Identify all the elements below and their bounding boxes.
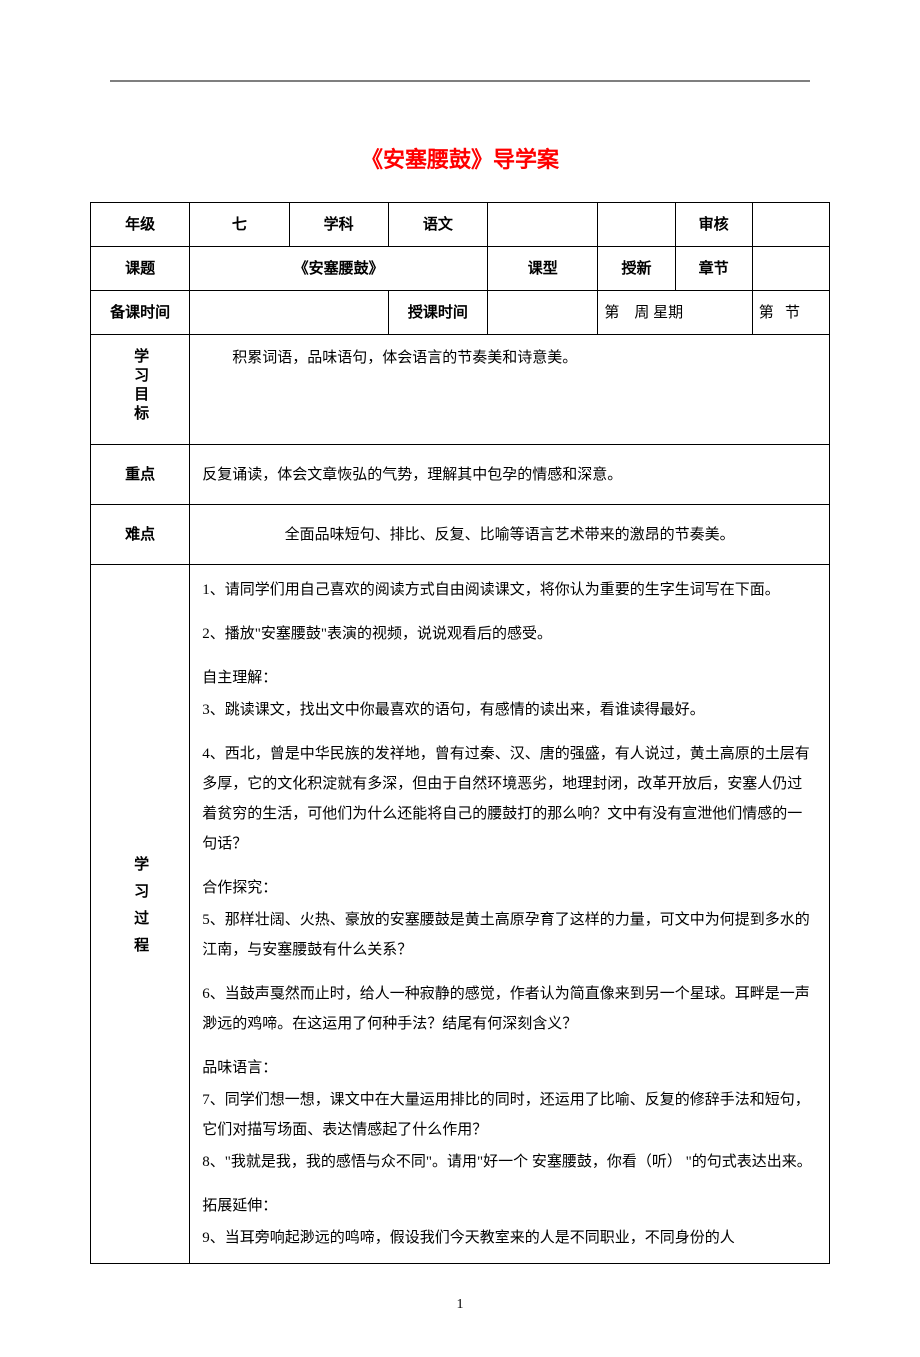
process-subheading: 自主理解： [202,663,817,693]
process-subheading: 拓展延伸： [202,1191,817,1221]
header-row-1: 年级 七 学科 语文 审核 [91,203,830,247]
header-row-2: 课题 《安塞腰鼓》 课型 授新 章节 [91,247,830,291]
process-content: 1、请同学们用自己喜欢的阅读方式自由阅读课文，将你认为重要的生字生词写在下面。 … [190,565,830,1264]
process-label-cell: 学习过程 [91,565,190,1264]
difficulty-row: 难点 全面品味短句、排比、反复、比喻等语言艺术带来的激昂的节奏美。 [91,505,830,565]
subject-label: 学科 [289,203,388,247]
process-item: 1、请同学们用自己喜欢的阅读方式自由阅读课文，将你认为重要的生字生词写在下面。 [202,575,817,605]
process-item: 6、当鼓声戛然而止时，给人一种寂静的感觉，作者认为简直像来到另一个星球。耳畔是一… [202,979,817,1039]
process-item: 8、"我就是我，我的感悟与众不同"。请用"好一个 安塞腰鼓，你看（听） "的句式… [202,1147,817,1177]
grade-label: 年级 [91,203,190,247]
document-title: 《安塞腰鼓》导学案 [90,142,830,177]
header-row-3: 备课时间 授课时间 第 周 星期 第 节 [91,291,830,335]
objectives-text: 积累词语，品味语句，体会语言的节奏美和诗意美。 [190,335,830,445]
empty-cell [488,291,598,335]
empty-cell [752,203,829,247]
process-item: 5、那样壮阔、火热、豪放的安塞腰鼓是黄土高原孕育了这样的力量，可文中为何提到多水… [202,905,817,965]
top-divider [110,80,810,82]
teach-label: 授课时间 [388,291,487,335]
process-item: 9、当耳旁响起渺远的鸣啼，假设我们今天教室来的人是不同职业，不同身份的人 [202,1223,817,1253]
week-prefix: 第 [604,305,619,321]
objectives-row: 学习目标 积累词语，品味语句，体会语言的节奏美和诗意美。 [91,335,830,445]
week-text: 周 星期 [634,305,683,321]
difficulty-text: 全面品味短句、排比、反复、比喻等语言艺术带来的激昂的节奏美。 [190,505,830,565]
period-suffix: 节 [785,305,800,321]
empty-cell [190,291,389,335]
empty-cell [752,247,829,291]
process-label: 学习过程 [128,856,152,964]
empty-cell [598,203,675,247]
keypoint-text: 反复诵读，体会文章恢弘的气势，理解其中包孕的情感和深意。 [190,445,830,505]
empty-cell [488,203,598,247]
period-cell: 第 节 [752,291,829,335]
section-label: 章节 [675,247,752,291]
difficulty-label: 难点 [91,505,190,565]
type-label: 课型 [488,247,598,291]
process-subheading: 合作探究： [202,873,817,903]
grade-value: 七 [190,203,289,247]
process-item: 2、播放"安塞腰鼓"表演的视频，说说观看后的感受。 [202,619,817,649]
lesson-plan-table: 年级 七 学科 语文 审核 课题 《安塞腰鼓》 课型 授新 章节 备课时间 授课… [90,202,830,1264]
period-prefix: 第 [759,305,774,321]
keypoint-row: 重点 反复诵读，体会文章恢弘的气势，理解其中包孕的情感和深意。 [91,445,830,505]
topic-value: 《安塞腰鼓》 [190,247,488,291]
process-item: 4、西北，曾是中华民族的发祥地，曾有过秦、汉、唐的强盛，有人说过，黄土高原的土层… [202,739,817,859]
week-cell: 第 周 星期 [598,291,752,335]
process-item: 7、同学们想一想，课文中在大量运用排比的同时，还运用了比喻、反复的修辞手法和短句… [202,1085,817,1145]
subject-value: 语文 [388,203,487,247]
keypoint-label: 重点 [91,445,190,505]
process-row: 学习过程 1、请同学们用自己喜欢的阅读方式自由阅读课文，将你认为重要的生字生词写… [91,565,830,1264]
topic-label: 课题 [91,247,190,291]
objectives-label: 学习目标 [128,348,152,424]
review-label: 审核 [675,203,752,247]
prep-label: 备课时间 [91,291,190,335]
objectives-label-cell: 学习目标 [91,335,190,445]
page-number: 1 [90,1294,830,1316]
process-item: 3、跳读课文，找出文中你最喜欢的语句，有感情的读出来，看谁读得最好。 [202,695,817,725]
process-subheading: 品味语言： [202,1053,817,1083]
type-value: 授新 [598,247,675,291]
